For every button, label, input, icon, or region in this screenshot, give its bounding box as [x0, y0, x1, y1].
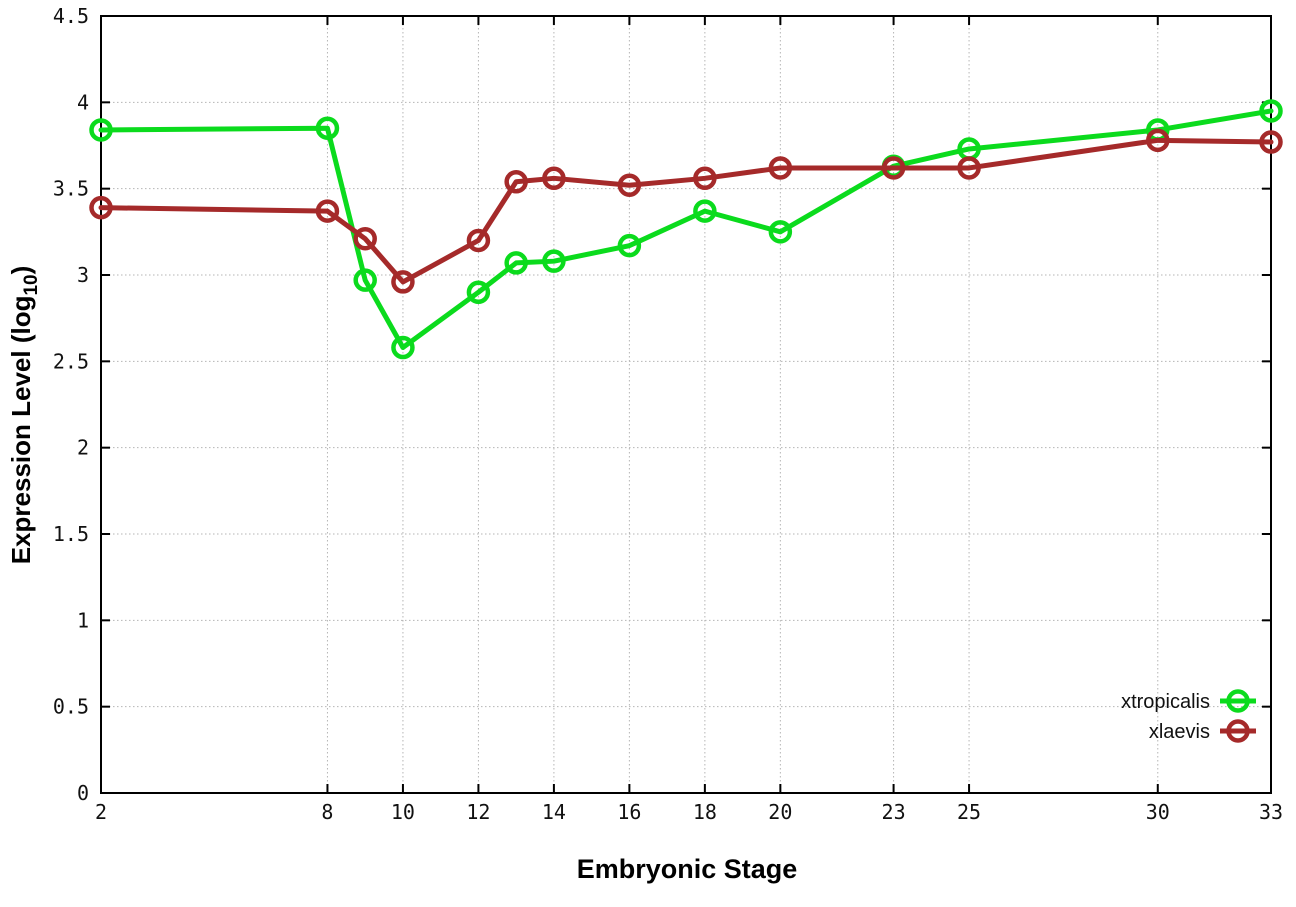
plot-area: 2 8 10 12 14 16 18 20 23 25 30 33 0 0.5 1 1.5 2 2.5 3 3.5 4 4…: [53, 4, 1283, 824]
data-point-xtropicalis-stage-13: [504, 251, 528, 275]
data-point-xlaevis-stage-13: [504, 170, 528, 194]
data-point-xlaevis-stage-33: [1259, 130, 1283, 154]
data-point-xtropicalis-stage-18: [693, 199, 717, 223]
y-tick-label-4.5: 4.5: [53, 4, 89, 28]
data-point-xlaevis-stage-10: [391, 270, 415, 294]
plot-border: [100, 15, 1272, 794]
data-point-xtropicalis-stage-2: [89, 118, 113, 142]
legend-label-xtropicalis: xtropicalis: [1121, 691, 1210, 713]
y-tick-label-2.5: 2.5: [53, 349, 89, 373]
legend-label-xlaevis: xlaevis: [1149, 721, 1210, 743]
data-point-xlaevis-stage-14: [542, 166, 566, 191]
y-tick-label-1.5: 1.5: [53, 522, 89, 546]
data-point-xlaevis-stage-20: [768, 156, 793, 180]
x-tick-label-18: 18: [693, 800, 717, 824]
data-point-xtropicalis-stage-20: [768, 220, 793, 244]
x-tick-label-12: 12: [466, 800, 490, 824]
y-axis-title: Expression Level (log10): [6, 266, 42, 565]
y-tick-label-3: 3: [77, 263, 89, 287]
legend-marker-xtropicalis: [1226, 689, 1250, 713]
data-point-xtropicalis-stage-33: [1259, 99, 1283, 123]
x-tick-label-10: 10: [391, 800, 415, 824]
x-tick-label-2: 2: [95, 800, 107, 824]
x-tick-label-23: 23: [882, 800, 906, 824]
data-point-xlaevis-stage-9: [353, 226, 377, 251]
x-tick-label-20: 20: [768, 800, 792, 824]
data-point-xlaevis-stage-2: [89, 195, 113, 220]
x-tick-label-14: 14: [542, 800, 566, 824]
x-tick-label-30: 30: [1146, 800, 1170, 824]
x-tick-label-33: 33: [1259, 800, 1283, 824]
y-tick-label-0: 0: [77, 781, 89, 805]
y-tick-label-0.5: 0.5: [53, 695, 89, 719]
data-point-xtropicalis-stage-16: [617, 233, 642, 258]
y-tick-label-1: 1: [77, 608, 89, 632]
x-tick-label-8: 8: [321, 800, 333, 824]
x-tick-label-16: 16: [617, 800, 641, 824]
data-point-xtropicalis-stage-12: [466, 280, 491, 305]
data-point-xtropicalis-stage-14: [542, 249, 566, 273]
data-point-xlaevis-stage-8: [315, 199, 340, 223]
data-point-xlaevis-stage-23: [881, 156, 906, 180]
x-tick-label-25: 25: [957, 800, 981, 824]
legend-marker-xlaevis: [1226, 719, 1250, 743]
data-point-xtropicalis-stage-8: [315, 116, 340, 140]
y-tick-label-2: 2: [77, 436, 89, 460]
data-point-xlaevis-stage-25: [957, 156, 981, 180]
data-point-xlaevis-stage-16: [617, 173, 642, 197]
series-line-xtropicalis: [98, 108, 1274, 351]
data-point-xlaevis-stage-18: [693, 166, 717, 191]
data-point-xtropicalis-stage-9: [353, 268, 377, 292]
data-point-xtropicalis-stage-10: [391, 335, 415, 360]
y-tick-label-4: 4: [77, 90, 89, 114]
series-line-xlaevis: [98, 137, 1274, 285]
x-axis-title: Embryonic Stage: [577, 854, 798, 884]
data-point-xlaevis-stage-12: [466, 228, 491, 253]
data-point-xlaevis-stage-30: [1146, 128, 1170, 153]
y-tick-label-3.5: 3.5: [53, 177, 89, 201]
